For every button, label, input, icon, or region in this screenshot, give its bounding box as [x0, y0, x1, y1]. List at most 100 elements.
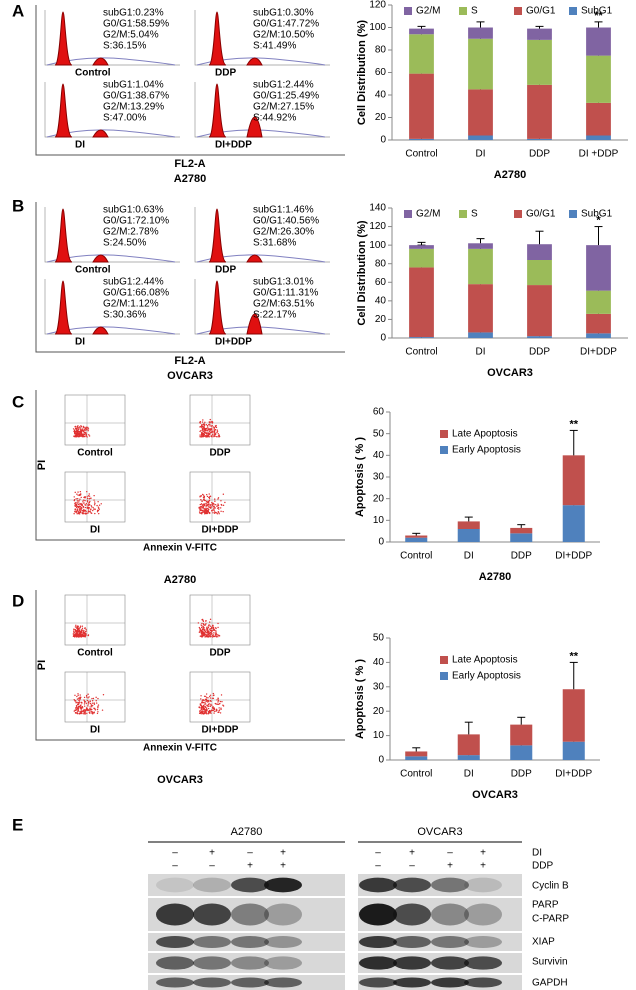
blot-band: [264, 977, 302, 988]
cell-dot: [92, 506, 94, 509]
cell-dot: [94, 501, 96, 503]
cell-dot: [213, 509, 215, 511]
cell-dot: [80, 509, 82, 511]
cell-dot: [210, 712, 212, 714]
cell-dot: [208, 632, 211, 635]
error-bar: [412, 747, 421, 752]
cell-dot: [94, 508, 96, 510]
stat-text: subG1:2.44%: [103, 277, 164, 288]
stat-text: S:47.00%: [103, 113, 146, 124]
cell-dot: [217, 634, 219, 636]
cell-dot: [213, 635, 215, 638]
cell-dot: [214, 503, 217, 506]
cell-dot: [203, 497, 205, 499]
bar-segment: [409, 28, 434, 35]
blot-band: [231, 877, 269, 893]
cell-dot: [213, 508, 215, 510]
bar-segment: [457, 529, 480, 542]
cell-dot: [209, 425, 211, 427]
cell-dot: [201, 421, 204, 423]
cell-dot: [88, 434, 90, 436]
cell-dot: [78, 499, 80, 502]
cell-dot: [85, 429, 87, 432]
cell-dot: [77, 701, 79, 704]
cell-dot: [202, 704, 205, 707]
cell-dot: [211, 421, 214, 423]
legend-swatch: [459, 7, 467, 15]
bar-segment: [510, 724, 533, 746]
cell-dot: [198, 511, 201, 513]
cell-dot: [209, 629, 212, 632]
cell-dot: [83, 430, 85, 432]
cell-dot: [201, 618, 204, 621]
cell-dot: [220, 694, 223, 696]
cell-dot: [75, 707, 77, 709]
legend-swatch: [404, 210, 412, 218]
x-tick-label: DDP: [511, 769, 532, 780]
cell-dot: [88, 510, 90, 512]
cell-dot: [202, 506, 204, 508]
cell-dot: [202, 623, 205, 625]
cell-dot: [208, 701, 210, 703]
cell-dot: [88, 493, 90, 495]
cell-dot: [81, 512, 84, 515]
cell-dot: [78, 701, 80, 703]
cell-dot: [200, 495, 202, 497]
cell-dot: [217, 701, 219, 703]
cell-dot: [208, 423, 210, 426]
cell-dot: [205, 428, 207, 431]
cell-dot: [87, 512, 89, 514]
cell-dot: [211, 502, 213, 504]
error-bar: [569, 661, 578, 690]
cell-dot: [206, 631, 209, 634]
cell-dot: [84, 713, 86, 715]
cell-dot: [102, 694, 105, 696]
cell-dot: [199, 710, 201, 712]
treatment-sign: +: [247, 861, 253, 872]
bar-segment: [586, 333, 611, 338]
cell-dot: [83, 634, 85, 637]
cell-dot: [205, 509, 208, 511]
cell-dot: [217, 497, 220, 499]
cell-dot: [74, 626, 77, 628]
cell-dot: [81, 710, 84, 712]
cell-dot: [77, 633, 79, 636]
y-tick-label: 60: [375, 277, 387, 288]
cell-dot: [206, 699, 208, 702]
cell-dot: [77, 693, 79, 695]
g2-peak: [246, 116, 263, 138]
cell-dot: [78, 509, 81, 511]
cell-dot: [207, 628, 209, 630]
legend-swatch: [440, 430, 448, 438]
cell-dot: [216, 505, 218, 507]
cell-dot: [205, 623, 207, 625]
cell-dot: [209, 694, 212, 696]
blot-band: [464, 877, 502, 893]
group-header: A2780: [231, 826, 263, 838]
cell-dot: [205, 435, 207, 437]
cell-dot: [88, 507, 91, 509]
cell-dot: [85, 426, 88, 428]
cell-dot: [83, 499, 85, 501]
cell-dot: [77, 428, 80, 431]
cell-dot: [86, 436, 88, 438]
cell-dot: [202, 426, 205, 428]
stat-text: G2/M:13.29%: [103, 102, 164, 113]
protein-label: Survivin: [532, 957, 568, 968]
legend-label: S: [471, 6, 478, 17]
cell-dot: [78, 501, 80, 503]
cell-dot: [210, 631, 212, 633]
cell-dot: [77, 706, 79, 709]
bar-segment: [562, 505, 585, 542]
stat-text: G0/G1:47.72%: [253, 19, 319, 30]
stat-text: G0/G1:40.56%: [253, 216, 319, 227]
cell-dot: [76, 631, 79, 633]
protein-label: GAPDH: [532, 978, 568, 989]
cell-dot: [89, 497, 91, 500]
cell-dot: [73, 634, 75, 637]
blot-band: [231, 903, 269, 926]
protein-label: Cyclin B: [532, 881, 569, 892]
cell-dot: [81, 625, 84, 627]
y-tick-label: 0: [380, 333, 386, 344]
cell-dot: [218, 703, 220, 706]
